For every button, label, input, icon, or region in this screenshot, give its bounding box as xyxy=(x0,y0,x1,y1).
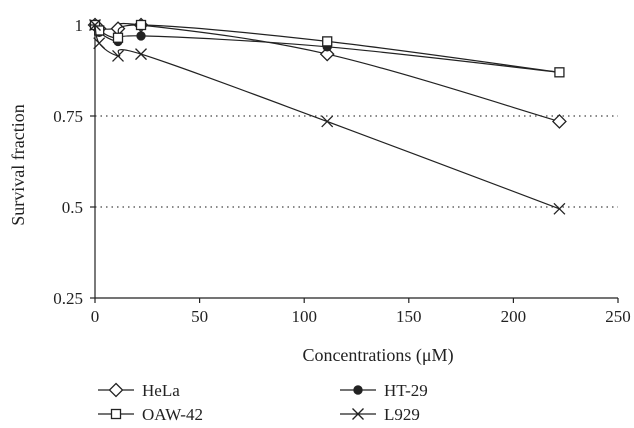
y-tick-label: 0.25 xyxy=(53,289,83,308)
data-point xyxy=(552,114,567,129)
data-point xyxy=(553,202,566,215)
x-tick-label: 200 xyxy=(501,307,527,326)
x-tick-label: 0 xyxy=(91,307,100,326)
x-tick-label: 50 xyxy=(191,307,208,326)
legend-label: HeLa xyxy=(142,381,180,400)
x-tick-label: 100 xyxy=(291,307,317,326)
x-tick-label: 150 xyxy=(396,307,422,326)
data-point xyxy=(136,31,146,41)
legend-marker xyxy=(110,408,122,420)
legend-label: OAW-42 xyxy=(142,405,203,424)
series-l929 xyxy=(89,19,566,215)
y-axis-title: Survival fraction xyxy=(8,104,28,225)
gridlines xyxy=(95,115,618,208)
legend: HeLa HT-29 OAW-42 L929 xyxy=(98,381,428,424)
data-point xyxy=(322,36,333,47)
axes xyxy=(94,25,618,299)
data-point xyxy=(94,25,105,36)
ticks: 0 50 100 150 200 250 0.25 0.5 0.75 1 xyxy=(53,16,631,326)
series xyxy=(87,17,567,215)
legend-marker xyxy=(108,382,124,398)
legend-item-hela: HeLa xyxy=(98,381,180,400)
y-tick-label: 0.75 xyxy=(53,107,83,126)
y-tick-label: 0.5 xyxy=(62,198,83,217)
series-ht-29 xyxy=(90,20,565,78)
legend-item-l929: L929 xyxy=(340,405,420,424)
series-hela xyxy=(87,17,567,129)
data-point xyxy=(112,32,124,43)
data-point xyxy=(319,46,335,62)
legend-label: L929 xyxy=(384,405,420,424)
legend-label: HT-29 xyxy=(384,381,428,400)
legend-item-ht-29: HT-29 xyxy=(340,381,428,400)
data-point xyxy=(112,49,124,62)
legend-marker xyxy=(352,408,364,420)
legend-marker xyxy=(353,385,363,395)
data-point xyxy=(321,115,334,128)
legend-item-oaw-42: OAW-42 xyxy=(98,405,203,424)
data-point xyxy=(554,67,565,78)
x-axis-title: Concentrations (μM) xyxy=(302,345,453,366)
x-tick-label: 250 xyxy=(605,307,631,326)
y-tick-label: 1 xyxy=(75,16,84,35)
data-point xyxy=(135,48,147,61)
series-oaw-42 xyxy=(89,19,565,78)
data-point xyxy=(135,19,147,31)
data-point xyxy=(93,37,106,50)
